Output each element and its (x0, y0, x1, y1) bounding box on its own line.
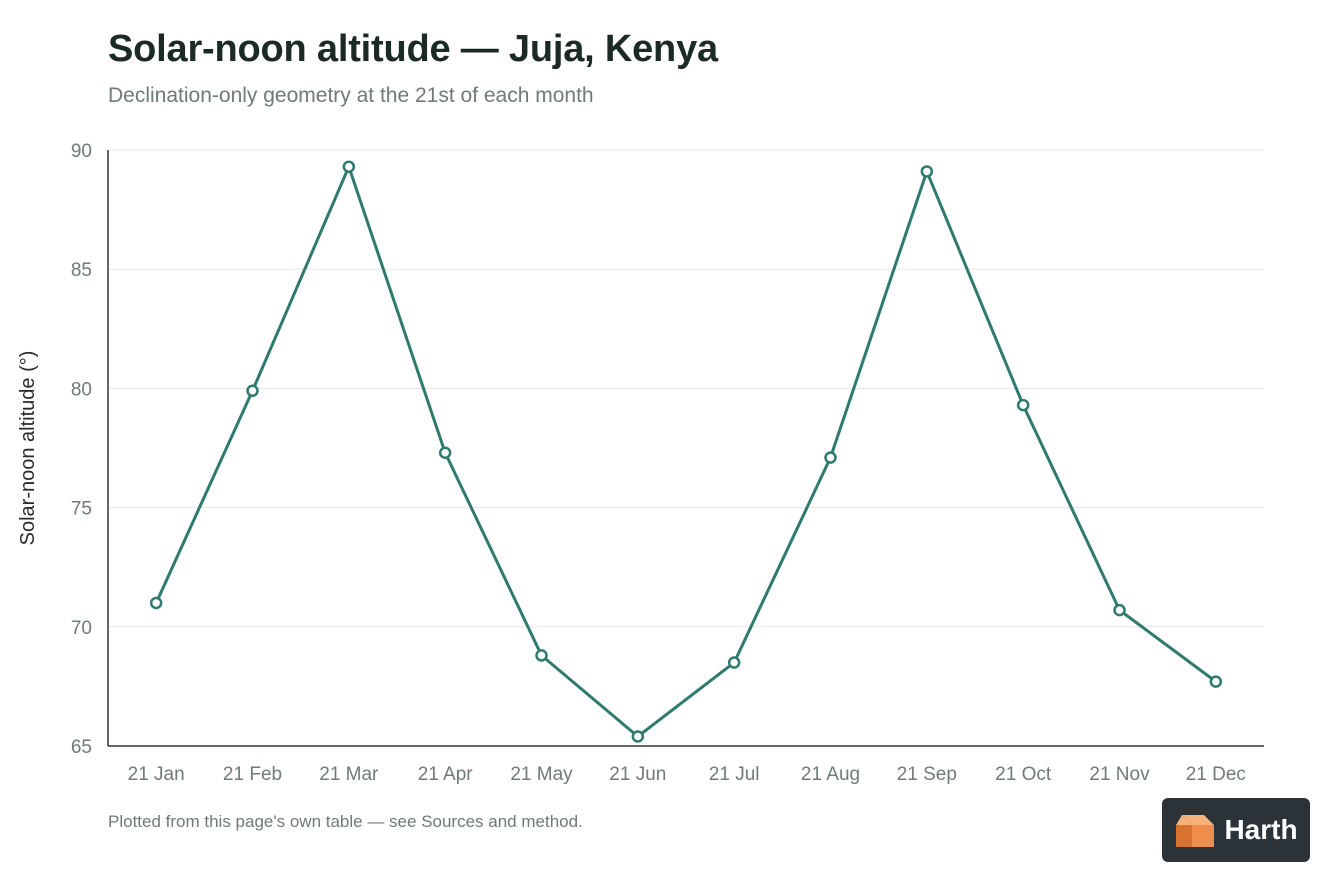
series-line (154, 165, 1218, 738)
x-tick-label: 21 Feb (223, 764, 282, 785)
x-tick-labels: 21 Jan 21 Feb 21 Mar 21 Apr 21 May 21 Jun 21 J… (128, 764, 1246, 785)
x-tick-label: 21 Apr (418, 764, 474, 785)
series (149, 160, 1223, 743)
x-tick-label: 21 Aug (801, 764, 860, 785)
data-point[interactable] (631, 730, 645, 743)
y-tick-label: 70 (71, 618, 92, 639)
footnote: Plotted from this page's own table — see… (108, 812, 583, 831)
data-point[interactable] (535, 649, 548, 662)
data-point[interactable] (727, 656, 741, 669)
data-point[interactable] (1016, 398, 1030, 412)
x-tick-label: 21 Mar (319, 764, 379, 785)
data-point[interactable] (1113, 603, 1126, 617)
x-tick-label: 21 Nov (1089, 764, 1150, 785)
axes (107, 150, 1264, 747)
y-tick-label: 80 (71, 379, 92, 400)
brand-badge[interactable]: Harth (1162, 798, 1310, 862)
x-tick-label: 21 Oct (995, 764, 1052, 785)
data-point[interactable] (149, 596, 163, 610)
data-point[interactable] (246, 384, 259, 398)
brand-name: Harth (1224, 814, 1298, 845)
data-point[interactable] (438, 446, 452, 460)
x-tick-label: 21 May (510, 764, 573, 785)
y-tick-label: 90 (71, 141, 92, 162)
x-tick-label: 21 Dec (1186, 764, 1246, 785)
x-tick-label: 21 Jul (709, 764, 760, 785)
x-tick-label: 21 Jan (128, 764, 185, 785)
y-tick-label: 75 (71, 499, 92, 520)
chart-title: Solar-noon altitude — Juja, Kenya (108, 28, 718, 70)
chart-subtitle: Declination-only geometry at the 21st of… (108, 84, 594, 107)
data-point[interactable] (824, 451, 837, 464)
y-tick-label: 85 (71, 260, 92, 281)
data-point[interactable] (342, 160, 356, 173)
grid-lines (108, 149, 1264, 628)
y-tick-label: 65 (71, 737, 92, 758)
y-tick-labels: 65 70 75 80 85 90 (71, 141, 92, 758)
data-point[interactable] (1209, 675, 1223, 688)
harth-logo-icon (1176, 815, 1215, 847)
x-tick-label: 21 Jun (609, 764, 666, 785)
data-point[interactable] (920, 165, 934, 178)
x-tick-label: 21 Sep (897, 764, 957, 785)
y-axis-label: Solar-noon altitude (°) (17, 351, 39, 546)
